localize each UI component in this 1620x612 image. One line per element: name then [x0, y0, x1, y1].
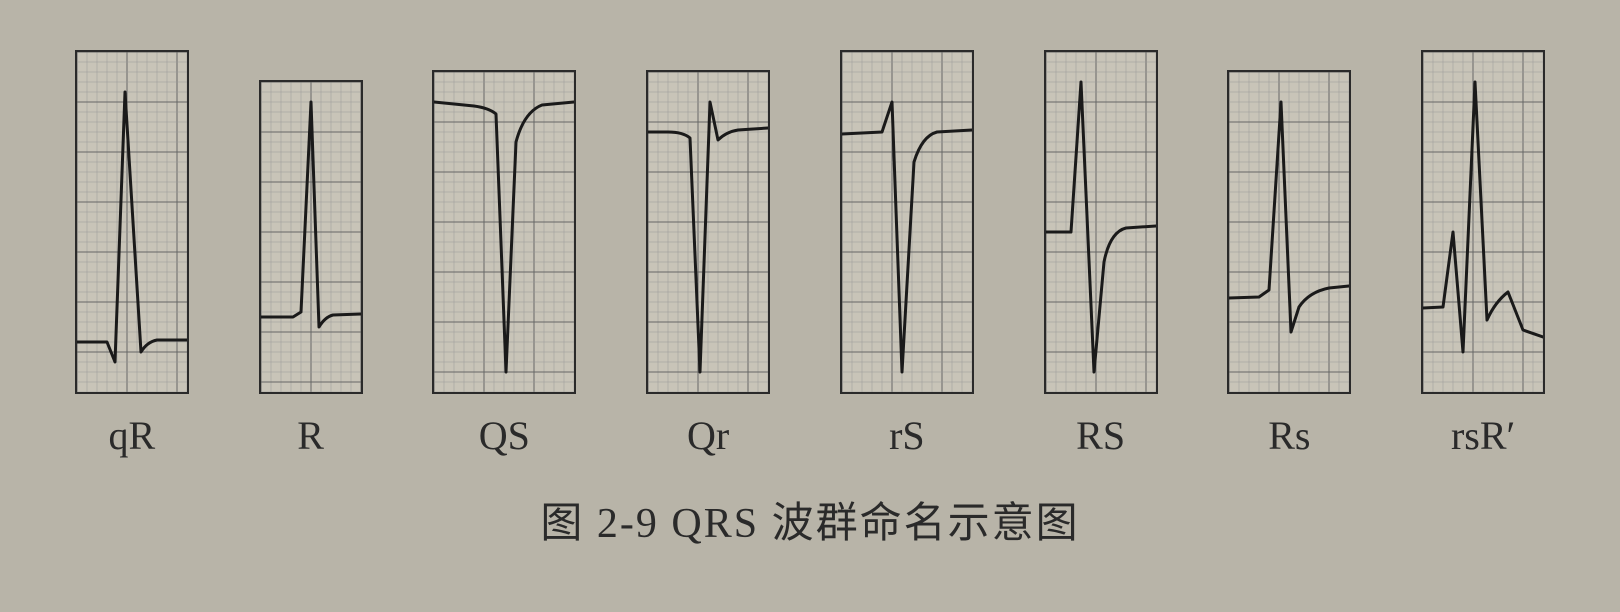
ecg-panel-rsRprime: rsR′	[1421, 50, 1545, 459]
panel-label: rsR′	[1451, 412, 1515, 459]
ecg-box	[1044, 50, 1158, 394]
panel-label: rS	[889, 412, 925, 459]
ecg-waveform	[1046, 52, 1156, 392]
ecg-waveform	[1229, 72, 1349, 392]
ecg-waveform	[1423, 52, 1543, 392]
panel-label: qR	[109, 412, 156, 459]
ecg-box	[259, 80, 363, 394]
ecg-waveform	[842, 52, 972, 392]
ecg-box	[432, 70, 576, 394]
ecg-waveform	[77, 52, 187, 392]
ecg-box	[1421, 50, 1545, 394]
ecg-waveform	[261, 82, 361, 392]
ecg-panel-Qr: Qr	[646, 70, 770, 459]
ecg-box	[646, 70, 770, 394]
panel-label: R	[297, 412, 324, 459]
panels-row: qR R QS Qr rS RS Rs rsR′	[0, 0, 1620, 469]
ecg-box	[75, 50, 189, 394]
ecg-waveform	[648, 72, 768, 392]
ecg-panel-QS: QS	[432, 70, 576, 459]
ecg-panel-rS: rS	[840, 50, 974, 459]
panel-label: QS	[479, 412, 530, 459]
figure-caption: 图 2-9 QRS 波群命名示意图	[0, 489, 1620, 550]
ecg-panel-R: R	[259, 80, 363, 459]
ecg-panel-Rs: Rs	[1227, 70, 1351, 459]
ecg-box	[840, 50, 974, 394]
ecg-panel-RS: RS	[1044, 50, 1158, 459]
ecg-panel-qR: qR	[75, 50, 189, 459]
panel-label: RS	[1076, 412, 1125, 459]
panel-label: Qr	[687, 412, 729, 459]
ecg-waveform	[434, 72, 574, 392]
panel-label: Rs	[1268, 412, 1310, 459]
ecg-box	[1227, 70, 1351, 394]
